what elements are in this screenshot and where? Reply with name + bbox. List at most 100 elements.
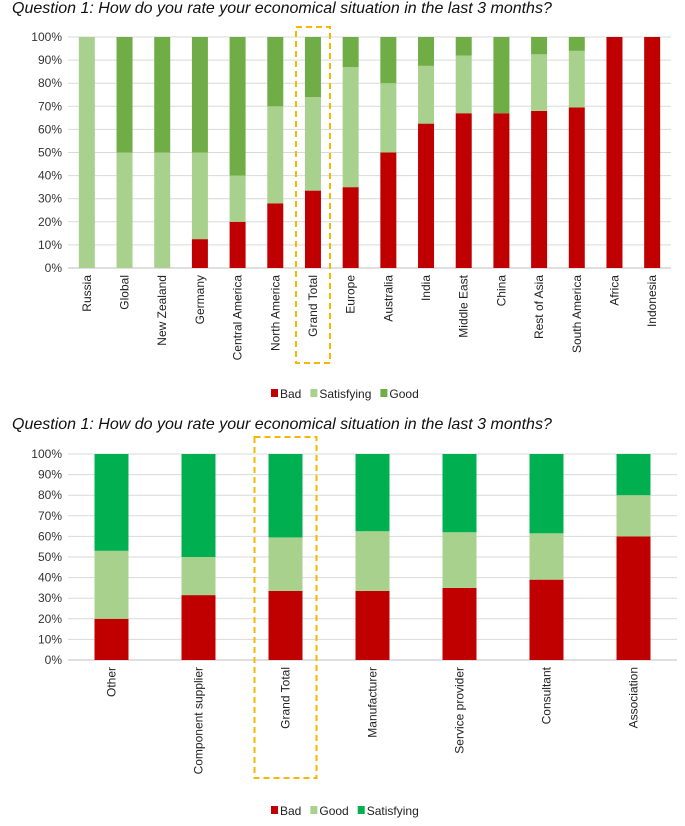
bar-satisfying (181, 454, 216, 557)
legend-label-good: Good (319, 804, 348, 818)
x-tick-label: Association (627, 667, 641, 728)
bar-good (154, 37, 171, 153)
bar-good (355, 531, 390, 591)
bar-good (418, 37, 435, 66)
bar-bad (455, 113, 472, 268)
y-tick-label: 10% (38, 632, 62, 646)
bar-bad (493, 113, 510, 268)
bar-bad (304, 190, 321, 268)
bar-bad (229, 221, 246, 268)
y-tick-label: 30% (38, 192, 62, 206)
bar-bad (568, 107, 585, 268)
bar-good (493, 37, 510, 114)
y-tick-label: 80% (38, 488, 62, 502)
bar-satisfying (529, 454, 564, 534)
bar-bad (94, 618, 129, 660)
bar-good (455, 37, 472, 56)
legend-label-good: Good (389, 387, 418, 401)
legend-swatch-bad (271, 389, 278, 397)
x-tick-label: Africa (607, 275, 621, 306)
y-tick-label: 50% (38, 550, 62, 564)
x-tick-label: New Zealand (155, 275, 169, 346)
bar-bad (529, 579, 564, 660)
bar-satisfying (418, 65, 435, 124)
bar-bad (644, 37, 661, 268)
legend-swatch-satisfying (310, 389, 318, 397)
bar-bad (268, 590, 303, 660)
y-tick-label: 0% (45, 653, 63, 667)
y-tick-label: 20% (38, 612, 62, 626)
chart-1-title: Question 1: How do you rate your economi… (12, 0, 552, 17)
bar-bad (616, 536, 651, 660)
bar-good (304, 37, 321, 98)
legend-swatch-good (380, 389, 388, 397)
bar-satisfying (94, 454, 129, 551)
x-tick-label: India (419, 275, 433, 301)
y-tick-label: 20% (38, 215, 62, 229)
bar-bad (418, 123, 435, 268)
x-tick-label: Grand Total (306, 275, 320, 337)
x-tick-label: Other (105, 667, 119, 697)
y-tick-label: 100% (31, 447, 62, 461)
bar-good (529, 533, 564, 580)
bar-satisfying (267, 106, 284, 204)
y-tick-label: 60% (38, 122, 62, 136)
bar-good (191, 37, 208, 153)
bar-satisfying (116, 152, 133, 268)
x-tick-label: Russia (80, 275, 94, 312)
legend-swatch-satisfying (357, 806, 365, 814)
bar-bad (531, 110, 548, 268)
x-tick-label: Service provider (453, 667, 467, 754)
y-tick-label: 90% (38, 53, 62, 67)
y-tick-label: 70% (38, 99, 62, 113)
bar-bad (442, 587, 477, 660)
x-tick-label: Germany (193, 275, 207, 324)
x-tick-label: Grand Total (279, 667, 293, 729)
chart-2-title: Question 1: How do you rate your economi… (12, 416, 552, 433)
y-tick-label: 30% (38, 591, 62, 605)
bar-satisfying (616, 454, 651, 496)
x-tick-label: Central America (231, 275, 245, 361)
bar-satisfying (154, 152, 171, 268)
bar-bad (380, 152, 397, 268)
bar-good (616, 495, 651, 537)
bar-satisfying (568, 50, 585, 108)
bar-good (380, 37, 397, 84)
bar-satisfying (229, 175, 246, 222)
x-tick-label: Component supplier (192, 667, 206, 774)
chart-1: 0% 10% 20% 30% 40% 50% 60% 70% 80% 90% 100% Russia G… (31, 26, 671, 401)
x-tick-label: Global (118, 275, 132, 310)
bar-satisfying (442, 454, 477, 533)
y-tick-label: 10% (38, 238, 62, 252)
bar-good (531, 37, 548, 55)
legend-label-satisfying: Satisfying (319, 387, 371, 401)
x-tick-label: Rest of Asia (532, 275, 546, 339)
x-tick-label: China (494, 275, 508, 307)
bar-bad (355, 590, 390, 660)
legend-label-satisfying: Satisfying (367, 804, 419, 818)
bar-good (94, 550, 129, 619)
y-tick-label: 50% (38, 146, 62, 160)
bar-satisfying (455, 55, 472, 114)
x-tick-label: Consultant (540, 666, 554, 724)
x-tick-label: Middle East (457, 274, 471, 337)
legend-label-bad: Bad (280, 387, 301, 401)
bar-satisfying (531, 54, 548, 111)
legend-swatch-bad (271, 806, 278, 814)
bar-satisfying (268, 454, 303, 538)
highlight-box (253, 436, 318, 779)
bar-satisfying (355, 454, 390, 532)
bar-satisfying (304, 97, 321, 191)
bar-good (116, 37, 133, 153)
highlight-box (294, 26, 331, 364)
bar-good (268, 537, 303, 591)
legend-swatch-good (310, 806, 318, 814)
y-tick-label: 90% (38, 468, 62, 482)
bar-bad (181, 595, 216, 660)
legend-label-bad: Bad (280, 804, 301, 818)
bar-bad (606, 37, 623, 268)
bar-good (568, 37, 585, 51)
y-tick-label: 40% (38, 169, 62, 183)
bar-good (229, 37, 246, 176)
